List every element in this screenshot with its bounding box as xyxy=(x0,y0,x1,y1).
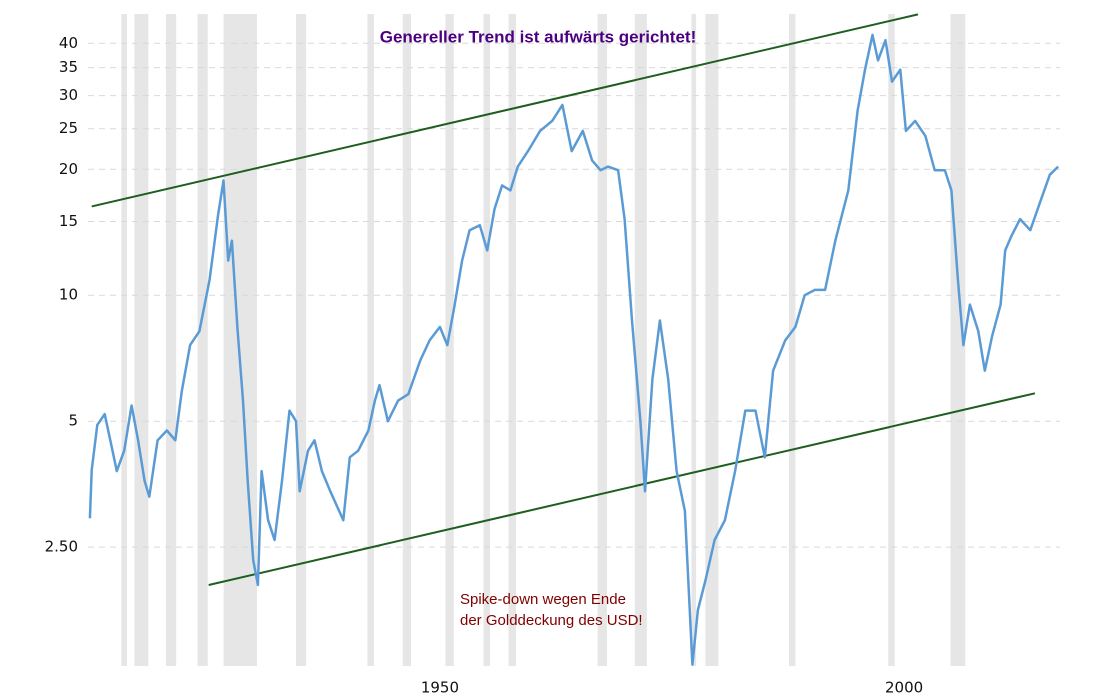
y-tick-label: 20 xyxy=(59,160,78,178)
recession-band xyxy=(121,14,127,666)
recession-band xyxy=(705,14,719,666)
recession-band xyxy=(483,14,490,666)
trend-line xyxy=(91,13,919,208)
grid xyxy=(88,42,1060,548)
recession-band xyxy=(634,14,647,666)
y-tick-label: 2.50 xyxy=(45,538,78,556)
recession-band xyxy=(295,14,307,666)
recession-band xyxy=(445,14,454,666)
recession-band xyxy=(950,14,966,666)
recession-band xyxy=(134,14,149,666)
recession-band xyxy=(197,14,208,666)
y-tick-label: 5 xyxy=(68,412,78,430)
recession-band xyxy=(165,14,177,666)
recession-bands xyxy=(121,14,966,666)
annotation: Spike-down wegen Ende xyxy=(460,591,626,608)
recession-band xyxy=(888,14,895,666)
recession-band xyxy=(597,14,607,666)
y-tick-label: 30 xyxy=(59,86,78,104)
annotation: der Golddeckung des USD! xyxy=(460,612,643,629)
recession-band xyxy=(788,14,796,666)
recession-band xyxy=(402,14,412,666)
recession-band xyxy=(223,14,257,666)
data-line xyxy=(88,33,1059,666)
y-tick-label: 15 xyxy=(59,212,78,230)
y-tick-label: 25 xyxy=(59,119,78,137)
trend-line xyxy=(208,392,1036,586)
x-tick-label: 2000 xyxy=(885,679,923,697)
y-tick-label: 40 xyxy=(59,34,78,52)
recession-band xyxy=(367,14,374,666)
x-tick-label: 1950 xyxy=(421,679,459,697)
plot xyxy=(88,13,1059,666)
y-tick-label: 10 xyxy=(59,286,78,304)
recession-band xyxy=(691,14,697,666)
recession-band xyxy=(508,14,516,666)
y-tick-label: 35 xyxy=(59,58,78,76)
annotation: Genereller Trend ist aufwärts gerichtet! xyxy=(380,27,696,46)
